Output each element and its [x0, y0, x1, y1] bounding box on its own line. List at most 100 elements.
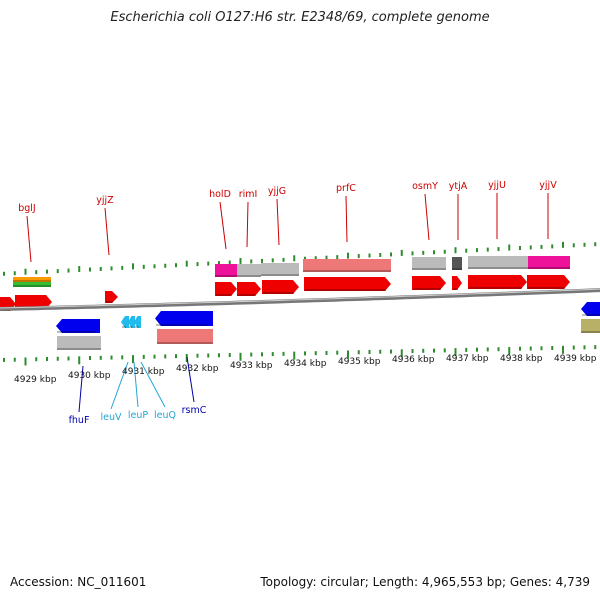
gene-label-prfC: prfC — [336, 183, 356, 194]
gene-bglJ-box — [13, 277, 51, 282]
gene-leuP-arrow-shade — [129, 326, 133, 328]
gene-rsmC-arrow-shade — [156, 324, 208, 326]
gene-fhuF-box — [57, 336, 101, 350]
gene-fhuF-arrow — [56, 319, 100, 333]
gene-label-fhuF: fhuF — [69, 415, 90, 426]
cds-osmY-arrow — [412, 276, 446, 290]
gene-holD-box-shade — [215, 275, 237, 277]
leader-line — [219, 201, 227, 250]
cds-prfC-arrow-shade — [305, 289, 386, 291]
gene-label-leuV: leuV — [100, 412, 122, 423]
gene-osmY-box-shade — [412, 268, 446, 270]
gene-prfC-box-shade — [303, 270, 391, 272]
cds-rimI-arrow — [237, 282, 261, 296]
axis-labels: 4929 kbp 4930 kbp 4931 kbp 4932 kbp 4933 kbp… — [14, 354, 597, 385]
gene-rsmC-arrow — [155, 311, 213, 326]
gene-label-yjjU: yjjU — [488, 180, 506, 191]
gene-leuQ-arrow — [134, 316, 141, 328]
axis-tick-label: 4934 kbp — [284, 359, 327, 369]
cds-prfC-arrow — [304, 277, 391, 291]
gene-holD-box — [215, 264, 237, 277]
gene-ytjA-box — [452, 257, 462, 270]
gene-label-yjjG: yjjG — [268, 186, 286, 197]
backbone-highlight — [0, 288, 600, 309]
cds-bglJ-arrow — [15, 295, 52, 309]
cds-yjjV-arrow-shade — [528, 287, 565, 289]
gene-leuQ-arrow-shade — [135, 326, 139, 328]
gene-osmY-box — [412, 257, 446, 270]
gene-label-leuP: leuP — [128, 410, 149, 421]
gene-edge-arrow — [581, 302, 600, 316]
leader-line — [424, 193, 430, 241]
genome-summary: Topology: circular; Length: 4,965,553 bp… — [260, 575, 590, 589]
gene-leuV-arrow-shade — [122, 326, 126, 328]
leader-line — [104, 207, 110, 256]
gene-rsmC-box-shade — [157, 342, 213, 344]
features — [0, 256, 600, 350]
gene-label-bglJ: bglJ — [18, 203, 36, 214]
axis-tick-label: 4939 kbp — [554, 354, 597, 364]
axis-tick-label: 4938 kbp — [500, 354, 543, 364]
cds-ytjA-arrow-shade — [453, 288, 458, 290]
genome-title: Escherichia coli O127:H6 str. E2348/69, … — [110, 10, 490, 25]
cds-osmY-arrow-shade — [413, 288, 441, 290]
axis-tick-label: 4937 kbp — [446, 354, 489, 364]
cds-yjjU-arrow — [468, 275, 527, 289]
backbone — [0, 288, 600, 312]
leader-line — [78, 365, 84, 413]
leaders — [26, 193, 549, 413]
gene-yjjU-box-shade — [468, 267, 528, 269]
gene-fhuF-arrow-shade — [57, 331, 95, 333]
cds-yjjU-arrow-shade — [469, 287, 522, 289]
gene-label-osmY: osmY — [412, 181, 438, 192]
gene-yjjV-box — [528, 256, 570, 269]
ticks-top — [3, 241, 597, 276]
gene-edge-box — [581, 319, 600, 333]
cds-yjjV-arrow — [527, 275, 570, 289]
gene-label-rsmC: rsmC — [182, 405, 207, 416]
cds-yjjZ-arrow — [105, 291, 118, 303]
gene-yjjV-box-shade — [528, 267, 570, 269]
axis-tick-label: 4929 kbp — [14, 375, 57, 385]
genome-backbone — [0, 288, 600, 312]
gene-label-holD: holD — [209, 189, 231, 200]
gene-bglJ-box-shade — [13, 280, 51, 282]
gene-label-rimI: rimI — [239, 189, 258, 200]
axis-tick-label: 4935 kbp — [338, 357, 381, 367]
axis-tick-label: 4936 kbp — [392, 355, 435, 365]
leader-line — [26, 215, 32, 263]
cds-ytjA-arrow — [452, 276, 462, 290]
gene-rsmC-box — [157, 329, 213, 344]
gene-label-yjjZ: yjjZ — [96, 195, 114, 206]
gene-label-ytjA: ytjA — [449, 181, 468, 192]
cds-rimI-arrow-shade — [238, 294, 256, 296]
labels: bglJ yjjZ holD rimI yjjG prfC osmY ytjA yjjU yjjV… — [18, 180, 557, 426]
axis-tick-label: 4932 kbp — [176, 364, 219, 374]
gene-prfC-box — [303, 259, 391, 272]
gene-bglJ-box-2-shade — [13, 285, 51, 287]
leader-line — [186, 356, 195, 403]
leader-line — [110, 361, 129, 410]
gene-label-yjjV: yjjV — [539, 180, 557, 191]
leader-line — [246, 201, 249, 248]
gene-leuV-arrow — [121, 316, 129, 328]
accession-text: Accession: NC_011601 — [10, 575, 147, 589]
cds-yjjG-arrow — [262, 280, 299, 294]
gene-leuP-arrow — [128, 316, 135, 328]
leader-line — [140, 361, 166, 408]
axis-tick-label: 4931 kbp — [122, 367, 165, 377]
gene-edge-arrow-shade — [582, 314, 600, 316]
cds-holD-arrow — [215, 282, 237, 296]
cds-yjjZ-arrow-shade — [106, 301, 113, 303]
ticks-bottom — [3, 345, 597, 366]
cds-yjjG-arrow-shade — [263, 292, 294, 294]
gene-bglJ-box-2 — [13, 282, 51, 287]
gene-edge-box-shade — [581, 331, 600, 333]
gene-yjjG-box — [261, 263, 299, 276]
leader-line — [276, 198, 280, 246]
cds-holD-arrow-shade — [216, 294, 232, 296]
gene-yjjG-box-shade — [261, 274, 299, 276]
gene-ytjA-box-shade — [452, 268, 462, 270]
leader-line — [133, 361, 139, 408]
